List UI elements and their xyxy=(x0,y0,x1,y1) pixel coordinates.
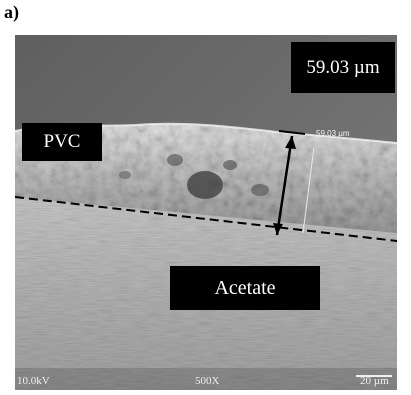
pore xyxy=(167,154,183,166)
panel-label: a) xyxy=(4,2,19,22)
voltage-readout: 10.0kV xyxy=(17,375,50,387)
scale-readout: 20 µm xyxy=(360,375,389,387)
magnification-readout: 500X xyxy=(195,375,220,387)
arrow-head-top xyxy=(285,136,296,149)
measurement-value: 59.03 µm xyxy=(316,129,350,138)
pore xyxy=(223,160,237,170)
info-strip xyxy=(15,368,397,390)
interface-line xyxy=(15,196,397,242)
pvc-label-box: PVC xyxy=(22,123,102,161)
measurement-line xyxy=(302,146,315,234)
top-marker-line xyxy=(278,130,306,135)
thickness-label-box: 59.03 µm xyxy=(291,42,395,93)
sem-micrograph: 59.03 µm PVC Acetate 59.03 µm 10.0kV 500… xyxy=(15,35,397,390)
pore xyxy=(251,184,269,196)
pore xyxy=(187,171,223,199)
acetate-label-box: Acetate xyxy=(170,266,320,310)
pore xyxy=(119,171,131,179)
scale-bar xyxy=(356,375,392,377)
measurement-arrow xyxy=(275,135,294,236)
arrow-head-bottom xyxy=(273,223,283,235)
